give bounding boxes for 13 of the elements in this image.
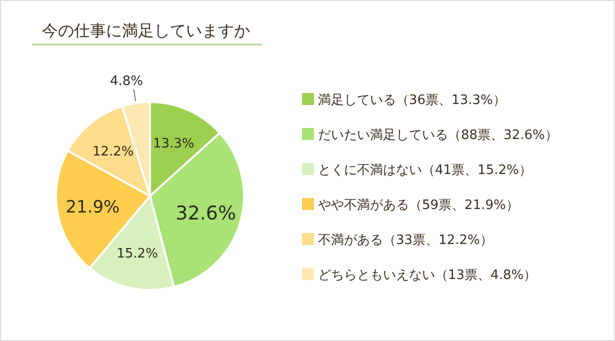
data-label: 15.2%	[116, 246, 158, 262]
legend-label: やや不満がある（59票、21.9%）	[318, 198, 519, 213]
data-label: 32.6%	[176, 202, 236, 224]
data-label: 21.9%	[66, 198, 120, 218]
legend-label: とくに不満はない（41票、15.2%）	[318, 163, 532, 178]
data-label: 12.2%	[92, 144, 134, 160]
legend-label: だいたい満足している（88票、32.6%）	[318, 128, 558, 143]
data-label: 4.8%	[110, 74, 143, 89]
legend-label: 満足している（36票、13.3%）	[318, 93, 506, 108]
chart-title: 今の仕事に満足していますか	[42, 21, 250, 40]
legend-label: どちらともいえない（13票、4.8%）	[318, 268, 537, 283]
legend-label: 不満がある（33票、12.2%）	[318, 233, 493, 248]
data-label: 13.3%	[152, 136, 194, 152]
